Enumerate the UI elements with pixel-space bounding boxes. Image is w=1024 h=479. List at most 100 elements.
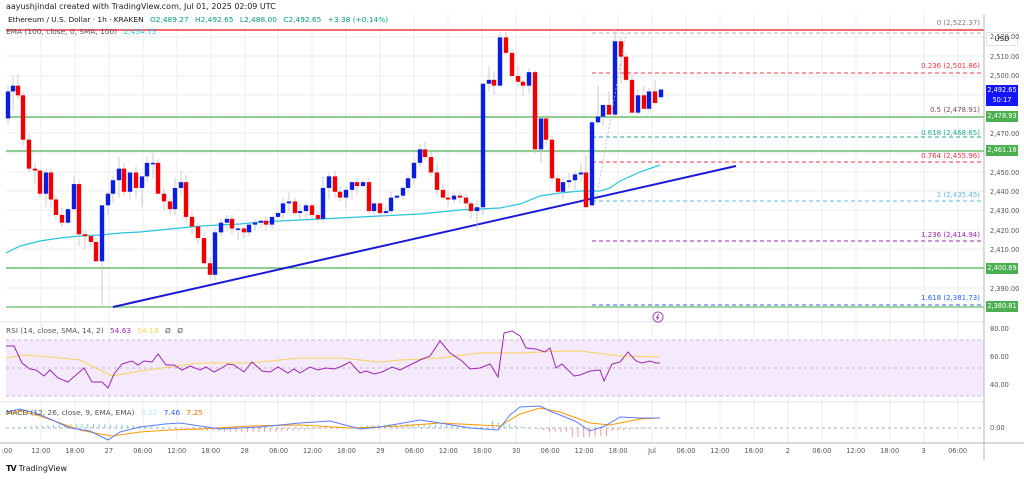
candle: [543, 118, 549, 140]
candle: [589, 122, 595, 206]
time-tick: Jul: [648, 447, 657, 455]
time-tick: 12:00: [846, 447, 866, 455]
rsi-legend: RSI (14, close, SMA, 14, 2) 54.63 54.19 …: [6, 326, 187, 335]
candle: [224, 218, 230, 223]
ohlc-open: O2,489.27: [149, 15, 189, 24]
candle: [207, 263, 213, 275]
candle: [155, 162, 161, 194]
candle: [5, 91, 11, 119]
candle: [354, 182, 360, 187]
fib-label-1236: 1.236 (2,414.94): [921, 231, 980, 239]
candle: [292, 201, 298, 214]
time-tick: 18:00: [608, 447, 628, 455]
candle: [235, 228, 241, 230]
rsi-tick: 40.00: [990, 381, 1009, 389]
time-tick: 06:00: [676, 447, 696, 455]
fib-label-1618: 1.618 (2,381.73): [921, 294, 980, 302]
price-tick: 2,450.00: [990, 169, 1020, 177]
candle: [595, 116, 601, 123]
macd-line: [5, 405, 660, 441]
chart-area[interactable]: Ethereum / U.S. Dollar · 1h · KRAKEN O2,…: [0, 14, 1024, 464]
candle: [309, 205, 315, 215]
level-tag: 2,400.69: [986, 263, 1018, 274]
macd-signal-value: 7.25: [186, 408, 203, 417]
time-tick: 18:00: [472, 447, 492, 455]
candle: [320, 187, 326, 219]
symbol-legend: Ethereum / U.S. Dollar · 1h · KRAKEN O2,…: [6, 15, 395, 24]
time-tick: 06:00: [404, 447, 424, 455]
ohlc-high: H2,492.65: [195, 15, 234, 24]
time-tick: 2: [785, 447, 790, 455]
candle: [337, 191, 343, 198]
candle: [440, 189, 446, 198]
candle: [99, 205, 105, 262]
candle: [183, 182, 189, 217]
candle: [326, 176, 332, 188]
candle: [343, 189, 349, 198]
support-levels: [6, 116, 984, 308]
macd-tick: 0.00: [990, 424, 1005, 432]
time-tick: 12:00: [31, 447, 51, 455]
alert-lightning-icon: [652, 311, 664, 323]
current-price-tag: 2,492.65 50:17: [986, 85, 1018, 106]
candle: [635, 95, 641, 113]
candle: [411, 162, 417, 179]
price-tick: 2,470.00: [990, 130, 1020, 138]
chart-canvas[interactable]: [0, 14, 1024, 464]
candle: [246, 224, 252, 233]
rsi-sma-line: [5, 350, 661, 377]
ema-legend-value: 2,454.75: [123, 27, 157, 36]
rsi-tick: 60.00: [990, 353, 1009, 361]
candle: [286, 201, 292, 204]
candle: [43, 172, 49, 194]
candle: [144, 162, 150, 177]
time-tick: 30: [512, 447, 521, 455]
candle: [515, 76, 521, 82]
price-tick: 2,440.00: [990, 188, 1020, 196]
candle: [82, 234, 88, 237]
candle: [105, 193, 111, 206]
currency-selector[interactable]: USD: [986, 32, 1018, 46]
fib-trend-connector: [595, 32, 627, 201]
candle: [623, 56, 629, 80]
candle: [583, 172, 589, 208]
trend-line: [112, 165, 737, 308]
ema-line: [5, 164, 661, 254]
time-tick: 06:00: [269, 447, 289, 455]
time-tick: 12:00: [438, 447, 458, 455]
price-tick: 2,500.00: [990, 72, 1020, 80]
candle: [618, 41, 624, 57]
level-tag: 2,478.93: [986, 111, 1018, 122]
candle: [10, 85, 16, 92]
price-tick: 2,430.00: [990, 207, 1020, 215]
candle: [371, 203, 377, 212]
candle: [303, 205, 309, 212]
candle: [480, 83, 486, 208]
time-tick: 3: [921, 447, 926, 455]
level-tag: 2,461.18: [986, 145, 1018, 156]
candle: [258, 220, 264, 223]
candle: [629, 79, 635, 113]
candle: [532, 72, 538, 150]
candle: [332, 176, 338, 192]
candle: [457, 195, 463, 198]
candle: [26, 139, 32, 169]
macd-value: 7.46: [163, 408, 181, 417]
price-tick: 2,410.00: [990, 246, 1020, 254]
macd-label: MACD (12, 26, close, 9, EMA, EMA): [6, 408, 135, 417]
candle: [612, 41, 618, 115]
candle: [560, 182, 566, 192]
tradingview-logo: TV TradingView: [6, 464, 67, 473]
candle: [491, 79, 497, 86]
candle: [503, 37, 509, 53]
time-tick: :00: [1, 447, 13, 455]
time-tick: 18:00: [65, 447, 85, 455]
candle: [606, 104, 612, 115]
rsi-tick: 80.00: [990, 325, 1009, 333]
fib-label-1: 1 (2,435.45): [936, 191, 980, 199]
time-tick: 28: [240, 447, 249, 455]
ema-legend-label: EMA (100, close, 0, SMA, 100): [6, 27, 118, 36]
candle: [652, 91, 658, 104]
time-tick: 18:00: [880, 447, 900, 455]
candle: [400, 187, 406, 196]
